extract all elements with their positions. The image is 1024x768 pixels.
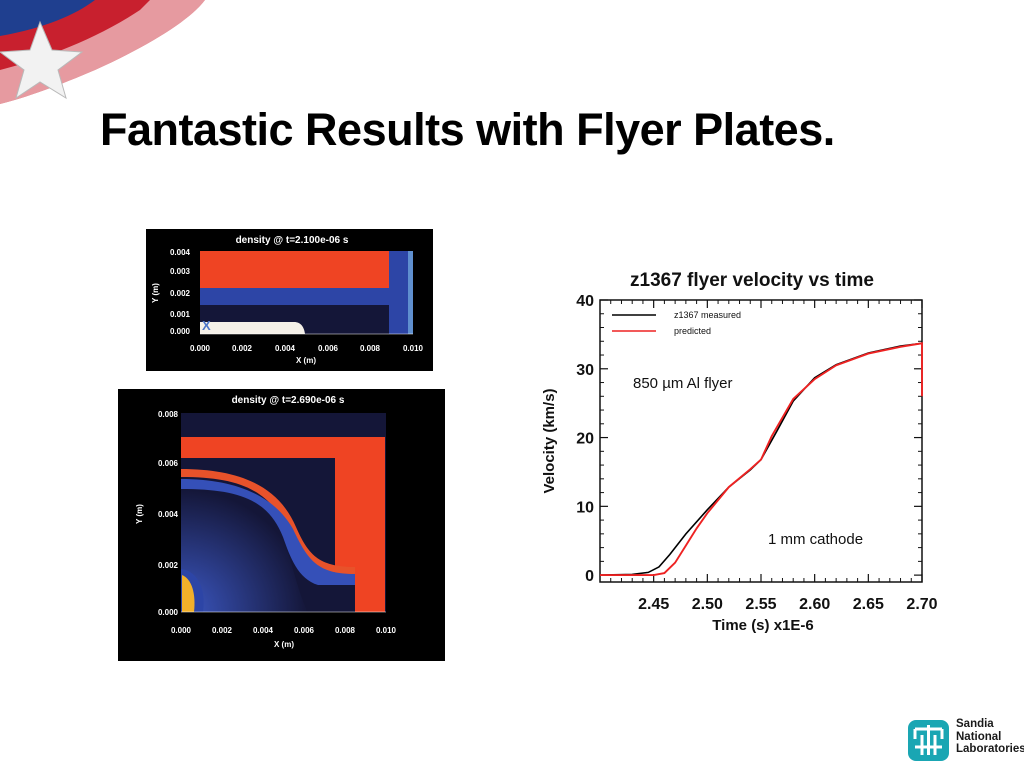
plot-marker: X [202,318,211,333]
series-line-predicted [600,342,923,577]
y-tick-label: 0.003 [170,267,191,276]
sandia-logo [908,720,949,761]
y-tick-label: 0.000 [158,608,179,617]
y-tick-label: 40 [576,293,594,310]
flag-star-decoration [0,0,205,104]
y-tick-label: 0.001 [170,310,191,319]
x-tick-label: 2.65 [853,596,884,613]
x-tick-label: 0.006 [318,344,339,353]
y-tick-label: 0.000 [170,327,191,336]
y-tick-label: 0.006 [158,459,179,468]
plot-frame [599,299,923,583]
x-tick-label: 0.006 [294,626,315,635]
logo-line: Sandia [956,718,994,730]
x-tick-label: 0.004 [253,626,274,635]
red-region [200,251,389,288]
annotation-cathode: 1 mm cathode [768,531,863,548]
density-plot-early: density @ t=2.100e-06 s X 0.004 0.003 0.… [146,229,433,371]
legend-label-measured: z1367 measured [674,310,741,320]
x-tick-label: 2.50 [692,596,723,613]
x-axis-label: X (m) [274,640,294,649]
legend-label-predicted: predicted [674,326,711,336]
slide-title: Fantastic Results with Flyer Plates. [100,104,835,155]
x-tick-labels: 2.45 2.50 2.55 2.60 2.65 2.70 [638,596,938,613]
density-plot-late: density @ t=2.690e-06 s 0.008 0.006 0.00… [118,389,445,661]
x-tick-label: 0.008 [360,344,381,353]
plot-title: density @ t=2.690e-06 s [232,395,345,406]
y-axis-label: Y (m) [135,504,144,524]
y-tick-label: 0.004 [170,248,191,257]
plot-title: density @ t=2.100e-06 s [236,235,349,246]
x-axis-label: Time (s) x1E-6 [712,617,813,634]
x-tick-label: 0.010 [403,344,424,353]
blue-column [389,251,408,334]
blue-band [200,288,389,305]
x-tick-label: 0.000 [190,344,211,353]
logo-glyph-icon [913,725,944,755]
x-tick-label: 0.008 [335,626,356,635]
y-tick-label: 20 [576,431,594,448]
star-icon [0,20,84,100]
velocity-chart: z1367 flyer velocity vs time 0 10 20 30 40 2… [541,270,938,634]
flag-blue-field [0,0,95,36]
core-hot-region [182,575,195,612]
x-tick-label: 0.002 [212,626,233,635]
x-tick-label: 2.70 [906,596,937,613]
x-tick-label: 0.010 [376,626,397,635]
y-tick-label: 10 [576,499,594,516]
blue-arc-band [181,479,355,585]
tick-labels: 0.008 0.006 0.004 0.002 0.000 0.000 0.00… [158,410,397,635]
annotation-flyer: 850 µm Al flyer [633,375,733,392]
y-tick-labels: 0 10 20 30 40 [576,293,594,585]
x-tick-label: 0.002 [232,344,253,353]
logo-line: National [956,730,1002,743]
y-axis-label: Y (m) [151,283,160,303]
x-tick-label: 0.000 [171,626,192,635]
x-tick-label: 0.004 [275,344,296,353]
y-axis-label: Velocity (km/s) [541,388,558,493]
red-top-region [181,437,385,458]
y-tick-label: 0.002 [158,561,179,570]
tick-labels: 0.004 0.003 0.002 0.001 0.000 0.000 0.00… [170,248,424,353]
y-tick-label: 0.008 [158,410,179,419]
x-tick-label: 2.60 [799,596,830,613]
y-tick-label: 0.004 [158,510,179,519]
blue-shock-region [181,489,308,612]
axis-ticks [600,299,923,582]
logo-text: Sandia National Laboratories [956,718,1024,756]
chart-title: z1367 flyer velocity vs time [630,270,874,291]
x-tick-label: 2.55 [745,596,776,613]
blue-edge [408,251,413,334]
x-axis-label: X (m) [296,356,316,365]
y-tick-label: 0 [585,568,594,585]
y-tick-label: 0.002 [170,289,191,298]
logo-line: Laboratories [956,743,1024,755]
flyer-plate-region [200,322,305,334]
y-tick-label: 30 [576,362,594,379]
x-tick-label: 2.45 [638,596,669,613]
